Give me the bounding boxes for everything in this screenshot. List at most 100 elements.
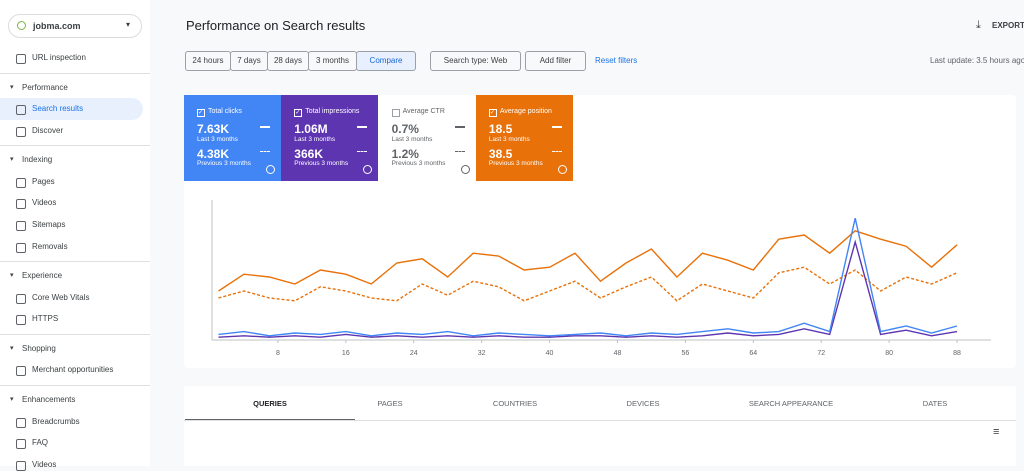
nav-icon (16, 439, 26, 450)
section-heading[interactable]: Performance (22, 82, 68, 92)
section-heading[interactable]: Experience (22, 271, 63, 281)
last-update: Last update: 3.5 hours ago (930, 56, 1024, 65)
metric-tile[interactable]: ✓ Average position 18.5 Last 3 months 38.5 Pr… (475, 95, 573, 181)
divider (0, 145, 150, 147)
nav-icon (16, 242, 26, 253)
metric-label: Total clicks (208, 108, 242, 115)
metric-label: Total impressions (305, 108, 360, 115)
dashed-line-key (357, 151, 368, 152)
divider (0, 72, 150, 74)
metric-label: Average CTR (402, 108, 445, 115)
sidebar: jobma.com ▾ URL inspection ▾ Performance Se… (0, 0, 150, 471)
nav-item[interactable]: Breadcrumbs (32, 416, 80, 426)
metric-period: Last 3 months (294, 136, 336, 143)
nav-icon (16, 177, 26, 188)
section-caret: ▾ (10, 156, 14, 164)
nav-item[interactable]: Videos (32, 459, 57, 469)
nav-icon (16, 105, 26, 116)
date-range-chip[interactable]: 24 hours (185, 51, 231, 71)
nav-item[interactable]: Merchant opportunities (32, 365, 114, 375)
metric-label: Average position (499, 108, 552, 115)
tab[interactable]: QUERIES (253, 399, 287, 408)
tab-divider (184, 420, 1016, 421)
nav-item[interactable]: URL inspection (32, 53, 86, 62)
nav-item[interactable]: Discover (32, 125, 64, 135)
help-icon (363, 165, 373, 174)
solid-line-key (454, 126, 465, 128)
metric-current: 1.06M (294, 122, 328, 136)
metric-previous: 366K (294, 147, 323, 161)
x-tick-label: 32 (478, 350, 486, 357)
section-caret: ▾ (10, 272, 14, 280)
nav-item[interactable]: FAQ (32, 438, 49, 448)
property-selector[interactable]: jobma.com ▾ (8, 14, 142, 38)
x-tick-label: 80 (885, 350, 893, 357)
export-button[interactable]: EXPORT (992, 21, 1024, 30)
export-icon: ⤓ (976, 19, 981, 31)
tab[interactable]: DATES (922, 399, 948, 408)
nav-item[interactable]: Sitemaps (32, 220, 66, 229)
section-heading[interactable]: Indexing (22, 155, 53, 165)
dashed-line-key (454, 151, 465, 152)
section-caret: ▾ (10, 395, 14, 403)
metric-period: Previous 3 months (488, 160, 543, 167)
x-tick-label: 40 (546, 350, 554, 357)
help-icon (557, 165, 567, 174)
solid-line-key (357, 126, 368, 128)
metric-period: Previous 3 months (391, 160, 446, 167)
date-range-chip[interactable]: Compare (356, 51, 416, 71)
nav-item[interactable]: Videos (32, 198, 57, 208)
nav-icon (16, 199, 26, 210)
x-tick-label: 16 (342, 350, 350, 357)
date-range-chip[interactable]: 3 months (308, 51, 357, 71)
divider (0, 384, 150, 386)
tab[interactable]: COUNTRIES (492, 399, 538, 408)
section-heading[interactable]: Shopping (22, 343, 56, 353)
divider (0, 333, 150, 335)
metric-tile[interactable]: Average CTR 0.7% Last 3 months 1.2% Previous… (378, 95, 477, 181)
nav-icon (16, 366, 26, 377)
nav-icon (16, 315, 26, 326)
x-tick-label: 48 (614, 350, 622, 357)
metric-previous: 38.5 (488, 147, 513, 161)
filter-rows-icon[interactable]: ≡ (993, 426, 1000, 438)
nav-item[interactable]: Core Web Vitals (32, 292, 90, 302)
section-caret: ▾ (10, 344, 14, 352)
date-range-chip[interactable]: 28 days (267, 51, 309, 71)
x-tick-label: 24 (410, 350, 418, 357)
checkbox: ✓ (294, 109, 303, 117)
metric-previous: 1.2% (391, 147, 419, 161)
reset-filters-link[interactable]: Reset filters (595, 56, 638, 65)
tab[interactable]: SEARCH APPEARANCE (748, 399, 834, 408)
nav-icon (16, 221, 26, 231)
solid-line-key (260, 126, 270, 128)
metric-period: Last 3 months (488, 136, 530, 143)
nav-item[interactable]: Search results (32, 104, 84, 114)
section-caret: ▾ (10, 83, 14, 91)
dashed-line-key (260, 151, 270, 152)
metric-current: 0.7% (391, 122, 419, 136)
property-name: jobma.com (33, 21, 81, 31)
nav-item[interactable]: Removals (32, 241, 68, 251)
date-range-chip[interactable]: 7 days (230, 51, 268, 71)
metric-tile[interactable]: ✓ Total clicks 7.63K Last 3 months 4.38K Prev… (184, 95, 281, 181)
series-line (218, 230, 958, 292)
metric-tile[interactable]: ✓ Total impressions 1.06M Last 3 months 366K… (281, 95, 379, 181)
search-type-filter[interactable]: Search type: Web (430, 51, 521, 71)
metric-previous: 4.38K (197, 147, 230, 161)
dropdown-caret: ▾ (126, 20, 131, 29)
x-tick-label: 88 (953, 350, 961, 357)
series-line (218, 266, 958, 302)
nav-item[interactable]: HTTPS (32, 314, 59, 324)
tab[interactable]: PAGES (377, 399, 403, 408)
tab[interactable]: DEVICES (626, 399, 660, 408)
x-tick-label: 8 (276, 350, 280, 357)
nav-item[interactable]: Pages (32, 176, 55, 186)
nav-icon (16, 126, 26, 137)
add-filter-button[interactable]: Add filter (525, 51, 586, 71)
divider (0, 261, 150, 263)
metric-period: Last 3 months (391, 136, 433, 143)
nav-icon (16, 417, 26, 428)
section-heading[interactable]: Enhancements (22, 394, 76, 404)
